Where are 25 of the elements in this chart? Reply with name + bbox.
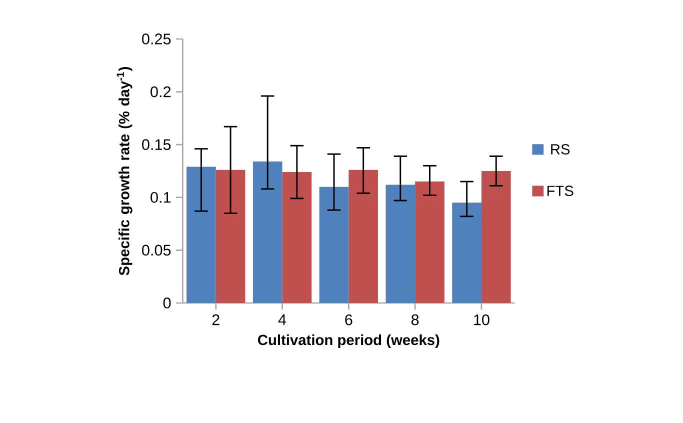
bar xyxy=(319,186,349,303)
bar xyxy=(452,202,482,303)
bar xyxy=(252,161,282,303)
bar xyxy=(415,182,444,303)
bar xyxy=(348,170,378,303)
x-tick-label: 4 xyxy=(278,314,286,325)
x-tick-label: 2 xyxy=(212,314,220,326)
legend-label: FTS xyxy=(547,186,574,196)
y-tick-label: 0.2 xyxy=(150,86,171,98)
y-axis-title: Specific growth rate (% day$^{-1}$) xyxy=(116,66,132,276)
y-tick-label: 0 xyxy=(163,298,171,308)
bar xyxy=(386,184,416,303)
y-tick-label: 0.25 xyxy=(142,34,171,44)
x-tick-label: 6 xyxy=(345,314,352,326)
x-axis-title: Cultivation period (weeks) xyxy=(258,334,440,348)
x-tick-label: 8 xyxy=(411,314,419,326)
x-tick-label: 10 xyxy=(474,314,490,326)
bar xyxy=(186,166,216,303)
y-tick-label: 0.05 xyxy=(142,244,171,256)
bar xyxy=(481,170,511,303)
legend-label: RS xyxy=(551,144,570,154)
y-tick-label: 0.1 xyxy=(150,192,171,203)
y-tick-label: 0.15 xyxy=(142,139,171,150)
bar xyxy=(216,170,246,303)
bar xyxy=(282,172,312,303)
